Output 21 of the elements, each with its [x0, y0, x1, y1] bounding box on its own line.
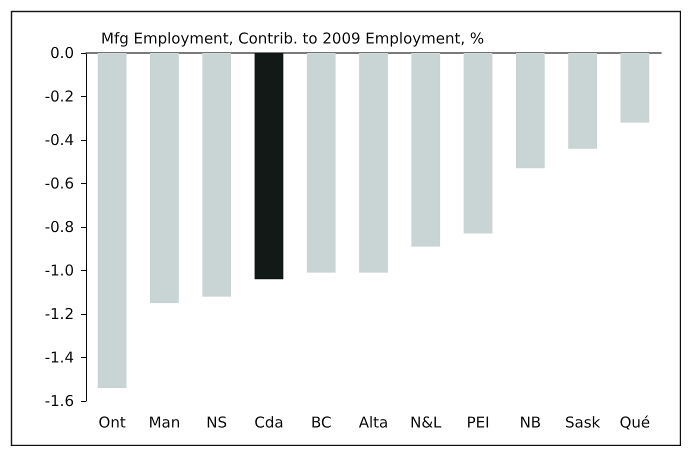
x-tick-label: N&L — [410, 414, 442, 432]
x-tick-label: Qué — [620, 414, 650, 432]
y-tick-label: -0.8 — [44, 218, 74, 236]
y-tick-label: -0.6 — [44, 174, 74, 192]
y-tick-label: -1.6 — [44, 392, 74, 410]
y-tick-label: -0.4 — [44, 131, 74, 149]
x-tick-label: Alta — [358, 414, 388, 432]
y-tick-label: -1.2 — [44, 305, 74, 323]
x-tick-label: PEI — [466, 414, 490, 432]
x-tick-label: BC — [310, 414, 332, 432]
x-tick-label: Ont — [98, 414, 126, 432]
x-tick-label: Sask — [564, 414, 601, 432]
x-tick-label: NS — [206, 414, 228, 432]
x-tick-label: NB — [520, 414, 542, 432]
chart-title: Mfg Employment, Contrib. to 2009 Employment, % — [101, 30, 484, 48]
y-tick-label: -1.0 — [44, 262, 74, 280]
y-tick-label: -0.2 — [44, 88, 74, 106]
x-tick-label: Man — [148, 414, 180, 432]
y-tick-label: 0.0 — [50, 44, 74, 62]
x-tick-label: Cda — [254, 414, 284, 432]
y-tick-label: -1.4 — [44, 348, 74, 366]
